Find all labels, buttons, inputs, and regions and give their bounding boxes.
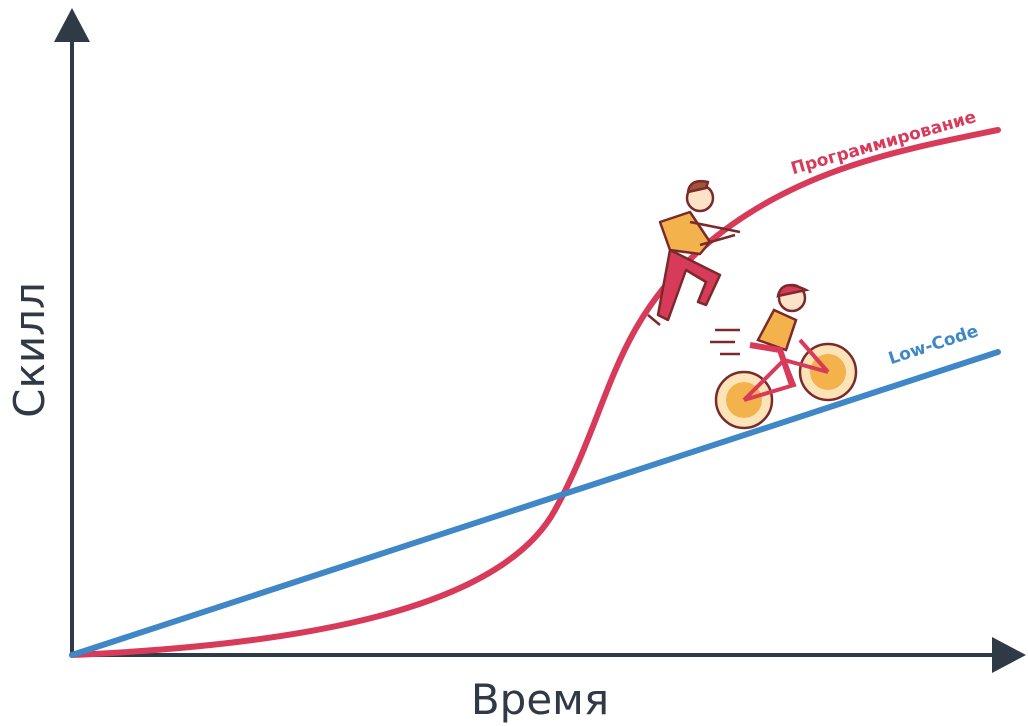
curve-label: Программирование [789, 107, 979, 179]
y-axis-arrow [54, 8, 90, 42]
y-axis-label: Скилл [5, 282, 54, 418]
x-axis-arrow [992, 637, 1026, 673]
x-axis-label: Время [471, 675, 609, 724]
climber [647, 179, 741, 326]
cyclist [710, 283, 858, 430]
lowcode-line [69, 349, 1001, 658]
programming-curve [69, 127, 1001, 658]
